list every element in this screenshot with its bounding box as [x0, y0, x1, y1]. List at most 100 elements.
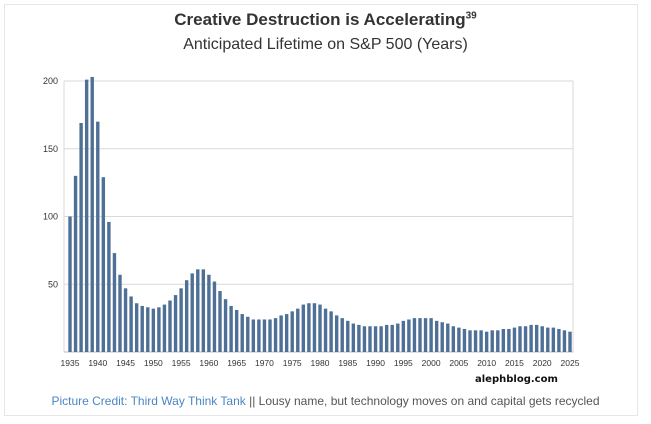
- bar-2016: [518, 326, 522, 352]
- bar-2005: [457, 327, 461, 352]
- x-tick-label: 2015: [505, 358, 524, 368]
- bar-1962: [218, 291, 222, 352]
- bar-1940: [96, 121, 100, 353]
- bar-1935: [68, 216, 72, 352]
- bar-1993: [390, 324, 394, 352]
- x-tick-label: 1985: [338, 358, 357, 368]
- bar-2023: [557, 328, 561, 352]
- bar-1997: [412, 318, 417, 352]
- bar-1976: [296, 308, 300, 352]
- bar-1956: [184, 280, 189, 352]
- bar-1957: [190, 273, 194, 352]
- bar-1947: [134, 303, 139, 352]
- bar-1963: [223, 299, 228, 352]
- y-tick-label: 200: [43, 76, 58, 86]
- bar-1994: [396, 323, 400, 352]
- bar-1970: [262, 319, 267, 352]
- x-tick-label: 1960: [199, 358, 218, 368]
- caption: Picture Credit: Third Way Think Tank || …: [0, 394, 651, 408]
- bar-1998: [418, 318, 422, 352]
- bar-2006: [462, 328, 467, 352]
- bar-1991: [379, 326, 383, 352]
- bar-2007: [468, 330, 472, 352]
- bar-1950: [151, 308, 156, 352]
- bar-2017: [523, 326, 528, 352]
- x-tick-label: 2010: [477, 358, 496, 368]
- bar-1984: [340, 318, 344, 352]
- x-tick-label: 1990: [366, 358, 385, 368]
- bar-1989: [368, 326, 372, 352]
- bar-1936: [73, 175, 78, 352]
- x-tick-label: 1950: [144, 358, 163, 368]
- x-tick-label: 2020: [533, 358, 552, 368]
- bar-1952: [162, 304, 167, 352]
- bar-2021: [546, 327, 550, 352]
- bar-1949: [146, 307, 150, 352]
- bar-1975: [290, 311, 294, 352]
- bar-1944: [118, 274, 122, 352]
- bar-1973: [279, 315, 283, 352]
- chart-title: Creative Destruction is Accelerating39: [0, 10, 651, 30]
- bar-1999: [423, 318, 428, 352]
- bar-1937: [79, 123, 83, 352]
- bar-1972: [273, 318, 278, 352]
- bar-2010: [484, 331, 489, 352]
- bar-1967: [246, 316, 250, 352]
- bar-1945: [123, 288, 128, 352]
- watermark: alephblog.com: [475, 374, 558, 385]
- bar-1943: [112, 253, 117, 352]
- x-tick-label: 1965: [227, 358, 246, 368]
- bar-1939: [90, 76, 94, 352]
- bar-1987: [357, 324, 361, 352]
- x-tick-label: 1980: [311, 358, 330, 368]
- bar-2019: [534, 324, 539, 352]
- bar-1951: [157, 307, 161, 352]
- bar-1960: [207, 274, 211, 352]
- bar-1942: [107, 221, 111, 352]
- bar-2003: [446, 323, 450, 352]
- bar-1964: [229, 305, 233, 352]
- bar-1978: [307, 303, 311, 352]
- bar-1965: [234, 309, 239, 352]
- bar-1977: [301, 304, 306, 352]
- bar-2025: [568, 331, 572, 352]
- x-tick-label: 1940: [88, 358, 107, 368]
- bar-2000: [429, 318, 433, 352]
- bar-1969: [257, 319, 261, 352]
- bar-2002: [440, 322, 444, 352]
- x-tick-label: 1945: [116, 358, 135, 368]
- caption-text: || Lousy name, but technology moves on a…: [245, 394, 600, 408]
- bar-1941: [101, 177, 106, 352]
- bar-2024: [562, 330, 567, 352]
- x-tick-label: 2025: [561, 358, 580, 368]
- x-tick-label: 1935: [61, 358, 80, 368]
- bar-1946: [129, 296, 133, 352]
- bar-2004: [451, 326, 456, 352]
- bar-1981: [323, 308, 328, 352]
- y-tick-label: 150: [43, 144, 58, 154]
- bar-1974: [284, 314, 289, 352]
- bar-1992: [384, 324, 389, 352]
- title-text: Creative Destruction is Accelerating: [174, 10, 466, 29]
- y-tick-label: 100: [43, 212, 58, 222]
- bar-1948: [140, 305, 144, 352]
- bar-2011: [490, 330, 494, 352]
- bar-1958: [196, 269, 200, 352]
- bar-1971: [268, 319, 272, 352]
- picture-credit-link[interactable]: Picture Credit: Third Way Think Tank: [51, 394, 246, 408]
- bar-1983: [334, 315, 339, 352]
- bar-1985: [346, 320, 350, 352]
- bar-2008: [473, 330, 478, 352]
- bar-2012: [496, 330, 500, 352]
- y-tick-label: 50: [48, 279, 58, 289]
- bar-1995: [401, 320, 406, 352]
- bar-2013: [501, 328, 506, 352]
- bar-1996: [407, 319, 411, 352]
- bar-2014: [507, 328, 511, 352]
- bar-1990: [373, 326, 378, 352]
- bar-1959: [201, 269, 206, 352]
- bar-1982: [329, 311, 333, 352]
- bar-2009: [479, 330, 483, 352]
- x-tick-label: 1955: [172, 358, 191, 368]
